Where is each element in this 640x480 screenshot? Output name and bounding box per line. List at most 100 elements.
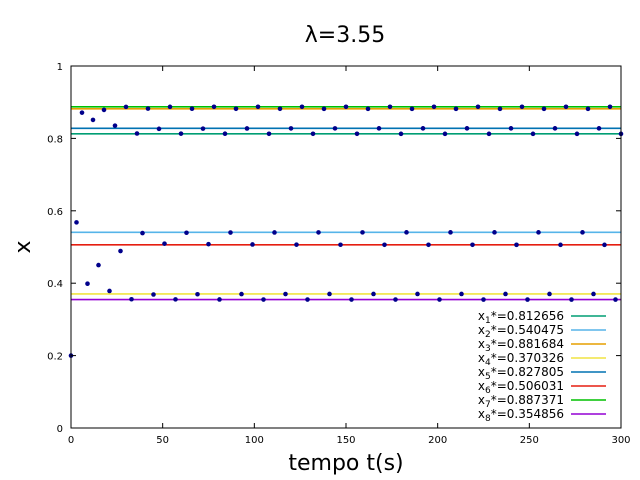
data-point xyxy=(162,241,167,246)
data-point xyxy=(173,297,178,302)
data-point xyxy=(167,104,173,110)
data-point xyxy=(585,106,591,112)
axis-ticks: 0 50 100 150 200 250 300 0 0.2 0.4 0.6 0.8 1 xyxy=(47,62,630,446)
data-point xyxy=(321,106,327,112)
data-point xyxy=(448,230,453,235)
data-point xyxy=(514,242,519,248)
legend: x1*=0.812656x2*=0.540475x3*=0.881684x4*=… xyxy=(478,309,606,424)
data-point xyxy=(536,230,541,235)
y-tick-label: 0.4 xyxy=(47,279,63,290)
data-point xyxy=(107,288,112,294)
data-point xyxy=(602,242,607,248)
x-tick-label: 0 xyxy=(68,435,74,446)
data-point xyxy=(486,131,492,137)
data-point xyxy=(398,131,404,137)
data-point xyxy=(145,106,151,111)
data-point xyxy=(189,106,195,112)
data-point xyxy=(294,242,299,247)
legend-label: x2*=0.540475 xyxy=(478,323,564,340)
data-point xyxy=(591,291,596,297)
data-point xyxy=(354,131,360,137)
data-point xyxy=(492,230,497,235)
x-axis-label: tempo t(s) xyxy=(288,451,403,476)
data-point xyxy=(382,242,387,248)
data-point xyxy=(134,131,140,136)
data-point xyxy=(217,297,222,302)
chart-title: λ=3.55 xyxy=(305,23,385,48)
data-point xyxy=(316,230,321,235)
data-point xyxy=(244,126,250,131)
data-point xyxy=(464,126,470,131)
data-point xyxy=(409,106,415,112)
data-point xyxy=(90,117,96,123)
data-point xyxy=(112,123,118,128)
legend-label: x6*=0.506031 xyxy=(478,379,564,396)
data-point xyxy=(74,220,79,225)
data-point xyxy=(195,291,200,297)
y-tick-label: 0.2 xyxy=(47,352,63,363)
data-point xyxy=(327,291,332,297)
legend-label: x7*=0.887371 xyxy=(478,393,564,410)
data-point xyxy=(508,126,514,131)
data-point xyxy=(415,291,420,297)
x-tick-label: 150 xyxy=(336,435,355,446)
data-point xyxy=(613,297,618,302)
data-point xyxy=(211,104,217,110)
data-point xyxy=(360,230,365,235)
equilibrium-lines xyxy=(71,105,621,301)
data-point xyxy=(288,126,294,131)
data-point xyxy=(255,104,261,110)
data-point xyxy=(453,106,459,112)
y-tick-label: 0.6 xyxy=(47,207,63,218)
data-point xyxy=(365,106,371,112)
data-point xyxy=(299,104,305,110)
data-point xyxy=(338,242,343,248)
y-tick-label: 0 xyxy=(57,424,63,435)
x-tick-label: 300 xyxy=(611,435,630,446)
data-point xyxy=(530,131,536,137)
data-point xyxy=(200,126,206,131)
data-point xyxy=(376,126,382,131)
legend-label: x3*=0.881684 xyxy=(478,337,564,354)
data-point xyxy=(607,104,613,110)
data-point xyxy=(184,230,189,236)
legend-label: x5*=0.827805 xyxy=(478,365,564,382)
data-point xyxy=(239,291,244,297)
data-point xyxy=(552,126,558,131)
data-point xyxy=(387,104,393,110)
data-point xyxy=(426,242,431,248)
legend-label: x1*=0.812656 xyxy=(478,309,564,326)
data-point xyxy=(420,126,426,131)
data-point xyxy=(129,296,134,302)
legend-label: x4*=0.370326 xyxy=(478,351,564,368)
data-point xyxy=(475,104,481,110)
data-point xyxy=(151,292,156,297)
data-point xyxy=(228,230,233,235)
data-point xyxy=(437,297,442,302)
data-point xyxy=(371,291,376,297)
data-point xyxy=(178,131,184,136)
data-point xyxy=(569,297,574,302)
data-point xyxy=(481,297,486,302)
data-points xyxy=(68,104,624,358)
data-point xyxy=(442,131,448,137)
data-point xyxy=(156,126,162,132)
data-point xyxy=(547,291,552,297)
data-point xyxy=(343,104,349,110)
data-point xyxy=(266,131,272,137)
data-point xyxy=(332,126,338,131)
data-point xyxy=(574,131,580,137)
data-point xyxy=(310,131,316,137)
data-point xyxy=(140,230,145,236)
y-tick-label: 1 xyxy=(57,62,63,73)
data-point xyxy=(459,291,464,297)
data-point xyxy=(503,291,508,297)
data-point xyxy=(558,242,563,248)
data-point xyxy=(79,110,85,115)
data-point xyxy=(431,104,437,110)
data-point xyxy=(404,230,409,235)
data-point xyxy=(118,248,123,254)
data-point xyxy=(101,107,107,113)
data-point xyxy=(96,262,101,268)
